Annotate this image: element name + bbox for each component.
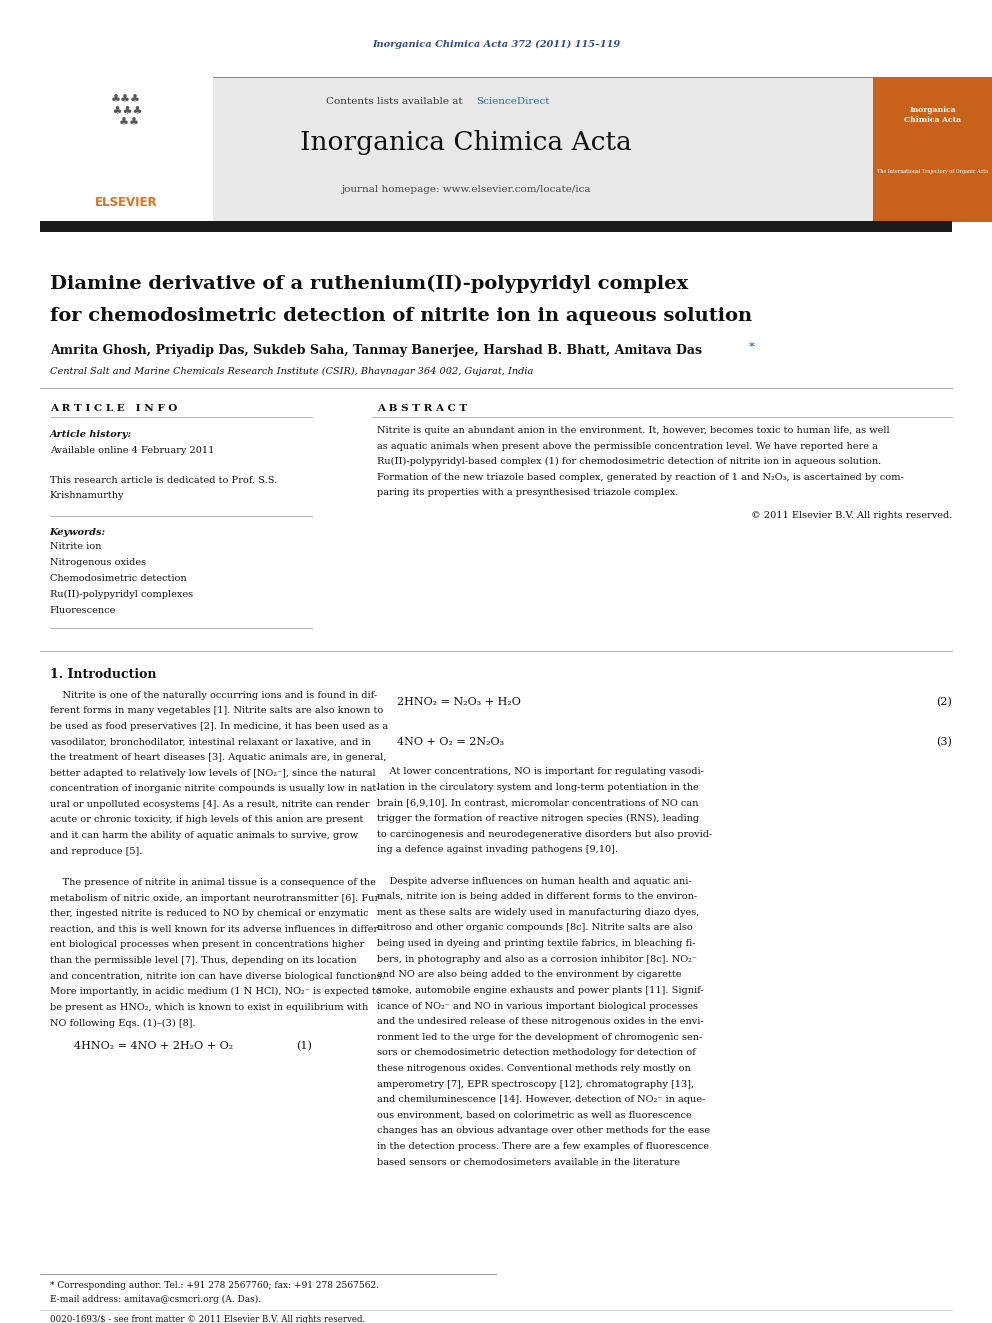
Text: and reproduce [5].: and reproduce [5].: [50, 847, 142, 856]
Text: 1. Introduction: 1. Introduction: [50, 668, 156, 681]
Text: ent biological processes when present in concentrations higher: ent biological processes when present in…: [50, 941, 364, 950]
Text: ♣♣♣
 ♣♣♣
  ♣♣: ♣♣♣ ♣♣♣ ♣♣: [109, 95, 143, 128]
Text: and NO are also being added to the environment by cigarette: and NO are also being added to the envir…: [377, 970, 682, 979]
Text: mals, nitrite ion is being added in different forms to the environ-: mals, nitrite ion is being added in diff…: [377, 892, 697, 901]
Text: to carcinogenesis and neurodegenerative disorders but also provid-: to carcinogenesis and neurodegenerative …: [377, 830, 712, 839]
Text: journal homepage: www.elsevier.com/locate/ica: journal homepage: www.elsevier.com/locat…: [341, 185, 591, 194]
Text: This research article is dedicated to Prof. S.S.: This research article is dedicated to Pr…: [50, 476, 277, 486]
Text: reaction, and this is well known for its adverse influences in differ-: reaction, and this is well known for its…: [50, 925, 381, 934]
Text: better adapted to relatively low levels of [NO₂⁻], since the natural: better adapted to relatively low levels …: [50, 769, 375, 778]
Text: Contents lists available at: Contents lists available at: [326, 97, 466, 106]
Text: amperometry [7], EPR spectroscopy [12], chromatography [13],: amperometry [7], EPR spectroscopy [12], …: [377, 1080, 694, 1089]
Text: ous environment, based on colorimetric as well as fluorescence: ous environment, based on colorimetric a…: [377, 1111, 691, 1119]
Text: concentration of inorganic nitrite compounds is usually low in nat-: concentration of inorganic nitrite compo…: [50, 785, 379, 794]
Text: 2HNO₂ = N₂O₃ + H₂O: 2HNO₂ = N₂O₃ + H₂O: [397, 697, 521, 708]
Text: lation in the circulatory system and long-term potentiation in the: lation in the circulatory system and lon…: [377, 783, 698, 792]
Text: 4HNO₂ = 4NO + 2H₂O + O₂: 4HNO₂ = 4NO + 2H₂O + O₂: [74, 1041, 233, 1050]
Text: vasodilator, bronchodilator, intestinal relaxant or laxative, and in: vasodilator, bronchodilator, intestinal …: [50, 737, 370, 746]
Text: NO following Eqs. (1)–(3) [8].: NO following Eqs. (1)–(3) [8].: [50, 1019, 195, 1028]
Text: these nitrogenous oxides. Conventional methods rely mostly on: these nitrogenous oxides. Conventional m…: [377, 1064, 690, 1073]
Text: smoke, automobile engine exhausts and power plants [11]. Signif-: smoke, automobile engine exhausts and po…: [377, 986, 703, 995]
Text: and chemiluminescence [14]. However, detection of NO₂⁻ in aque-: and chemiluminescence [14]. However, det…: [377, 1095, 705, 1105]
Bar: [40, 77, 213, 222]
Text: Krishnamurthy: Krishnamurthy: [50, 491, 124, 500]
Text: trigger the formation of reactive nitrogen species (RNS), leading: trigger the formation of reactive nitrog…: [377, 814, 699, 823]
Text: ment as these salts are widely used in manufacturing diazo dyes,: ment as these salts are widely used in m…: [377, 908, 699, 917]
Text: brain [6,9,10]. In contrast, micromolar concentrations of NO can: brain [6,9,10]. In contrast, micromolar …: [377, 799, 698, 807]
Text: (2): (2): [936, 697, 952, 708]
Text: Article history:: Article history:: [50, 430, 132, 439]
Text: (3): (3): [936, 737, 952, 747]
Text: the treatment of heart diseases [3]. Aquatic animals are, in general,: the treatment of heart diseases [3]. Aqu…: [50, 753, 386, 762]
Text: Nitrite is quite an abundant anion in the environment. It, however, becomes toxi: Nitrite is quite an abundant anion in th…: [377, 426, 890, 435]
Text: sors or chemodosimetric detection methodology for detection of: sors or chemodosimetric detection method…: [377, 1048, 695, 1057]
Text: Formation of the new triazole based complex, generated by reaction of 1 and N₂O₃: Formation of the new triazole based comp…: [377, 472, 904, 482]
Text: based sensors or chemodosimeters available in the literature: based sensors or chemodosimeters availab…: [377, 1158, 680, 1167]
Text: Keywords:: Keywords:: [50, 528, 106, 537]
Text: ferent forms in many vegetables [1]. Nitrite salts are also known to: ferent forms in many vegetables [1]. Nit…: [50, 706, 383, 716]
Text: ther, ingested nitrite is reduced to NO by chemical or enzymatic: ther, ingested nitrite is reduced to NO …: [50, 909, 368, 918]
Text: ScienceDirect: ScienceDirect: [476, 97, 550, 106]
Text: than the permissible level [7]. Thus, depending on its location: than the permissible level [7]. Thus, de…: [50, 957, 356, 964]
Text: Despite adverse influences on human health and aquatic ani-: Despite adverse influences on human heal…: [377, 877, 691, 885]
Text: be used as food preservatives [2]. In medicine, it has been used as a: be used as food preservatives [2]. In me…: [50, 722, 388, 730]
Text: changes has an obvious advantage over other methods for the ease: changes has an obvious advantage over ot…: [377, 1126, 710, 1135]
Text: ing a defence against invading pathogens [9,10].: ing a defence against invading pathogens…: [377, 845, 618, 855]
Text: in the detection process. There are a few examples of fluorescence: in the detection process. There are a fe…: [377, 1142, 709, 1151]
Text: and it can harm the ability of aquatic animals to survive, grow: and it can harm the ability of aquatic a…: [50, 831, 358, 840]
Text: ronment led to the urge for the development of chromogenic sen-: ronment led to the urge for the developm…: [377, 1033, 702, 1041]
Text: and the undesired release of these nitrogenous oxides in the envi-: and the undesired release of these nitro…: [377, 1017, 703, 1027]
Text: (1): (1): [297, 1041, 312, 1050]
Text: Chemodosimetric detection: Chemodosimetric detection: [50, 574, 186, 583]
Text: icance of NO₂⁻ and NO in various important biological processes: icance of NO₂⁻ and NO in various importa…: [377, 1002, 698, 1011]
Text: acute or chronic toxicity, if high levels of this anion are present: acute or chronic toxicity, if high level…: [50, 815, 363, 824]
Text: The presence of nitrite in animal tissue is a consequence of the: The presence of nitrite in animal tissue…: [50, 878, 376, 886]
Text: being used in dyeing and printing textile fabrics, in bleaching fi-: being used in dyeing and printing textil…: [377, 939, 695, 949]
Text: Inorganica Chimica Acta: Inorganica Chimica Acta: [301, 130, 632, 155]
Text: *: *: [749, 341, 755, 352]
Text: ural or unpolluted ecosystems [4]. As a result, nitrite can render: ural or unpolluted ecosystems [4]. As a …: [50, 800, 369, 808]
Text: nitroso and other organic compounds [8c]. Nitrite salts are also: nitroso and other organic compounds [8c]…: [377, 923, 692, 933]
Text: ELSEVIER: ELSEVIER: [94, 196, 158, 209]
Bar: [40, 221, 952, 232]
Text: Inorganica Chimica Acta 372 (2011) 115–119: Inorganica Chimica Acta 372 (2011) 115–1…: [372, 40, 620, 49]
Text: Available online 4 February 2011: Available online 4 February 2011: [50, 446, 214, 455]
Text: Ru(II)-polypyridyl complexes: Ru(II)-polypyridyl complexes: [50, 590, 192, 599]
Text: bers, in photography and also as a corrosion inhibitor [8c]. NO₂⁻: bers, in photography and also as a corro…: [377, 955, 697, 963]
Text: for chemodosimetric detection of nitrite ion in aqueous solution: for chemodosimetric detection of nitrite…: [50, 307, 752, 325]
Text: Nitrite ion: Nitrite ion: [50, 542, 101, 552]
Text: Ru(II)-polypyridyl-based complex (1) for chemodosimetric detection of nitrite io: Ru(II)-polypyridyl-based complex (1) for…: [377, 458, 881, 466]
Bar: [40, 77, 873, 222]
Text: © 2011 Elsevier B.V. All rights reserved.: © 2011 Elsevier B.V. All rights reserved…: [751, 511, 952, 520]
Text: paring its properties with a presynthesised triazole complex.: paring its properties with a presynthesi…: [377, 488, 679, 497]
Bar: [873, 77, 992, 222]
Text: Diamine derivative of a ruthenium(II)-polypyridyl complex: Diamine derivative of a ruthenium(II)-po…: [50, 275, 687, 294]
Text: Nitrite is one of the naturally occurring ions and is found in dif-: Nitrite is one of the naturally occurrin…: [50, 691, 377, 700]
Text: Amrita Ghosh, Priyadip Das, Sukdeb Saha, Tanmay Banerjee, Harshad B. Bhatt, Amit: Amrita Ghosh, Priyadip Das, Sukdeb Saha,…: [50, 344, 701, 357]
Text: 4NO + O₂ = 2N₂O₃: 4NO + O₂ = 2N₂O₃: [397, 737, 504, 747]
Text: be present as HNO₂, which is known to exist in equilibrium with: be present as HNO₂, which is known to ex…: [50, 1003, 368, 1012]
Text: and concentration, nitrite ion can have diverse biological functions.: and concentration, nitrite ion can have …: [50, 971, 384, 980]
Text: metabolism of nitric oxide, an important neurotransmitter [6]. Fur-: metabolism of nitric oxide, an important…: [50, 893, 382, 902]
Text: More importantly, in acidic medium (1 N HCl), NO₂⁻ is expected to: More importantly, in acidic medium (1 N …: [50, 987, 381, 996]
Text: Central Salt and Marine Chemicals Research Institute (CSIR), Bhavnagar 364 002, : Central Salt and Marine Chemicals Resear…: [50, 366, 533, 376]
Text: 0020-1693/$ - see front matter © 2011 Elsevier B.V. All rights reserved.: 0020-1693/$ - see front matter © 2011 El…: [50, 1315, 365, 1323]
Text: Fluorescence: Fluorescence: [50, 606, 116, 615]
Text: * Corresponding author. Tel.: +91 278 2567760; fax: +91 278 2567562.: * Corresponding author. Tel.: +91 278 25…: [50, 1281, 379, 1290]
Text: The International Trajectory of Organic Acta: The International Trajectory of Organic …: [877, 169, 988, 175]
Text: Inorganica
Chimica Acta: Inorganica Chimica Acta: [904, 106, 961, 124]
Text: E-mail address: amitava@csmcri.org (A. Das).: E-mail address: amitava@csmcri.org (A. D…: [50, 1295, 261, 1304]
Text: Nitrogenous oxides: Nitrogenous oxides: [50, 558, 146, 568]
Text: A R T I C L E   I N F O: A R T I C L E I N F O: [50, 404, 177, 413]
Text: A B S T R A C T: A B S T R A C T: [377, 404, 467, 413]
Text: as aquatic animals when present above the permissible concentration level. We ha: as aquatic animals when present above th…: [377, 442, 878, 451]
Text: At lower concentrations, NO is important for regulating vasodi-: At lower concentrations, NO is important…: [377, 767, 704, 777]
